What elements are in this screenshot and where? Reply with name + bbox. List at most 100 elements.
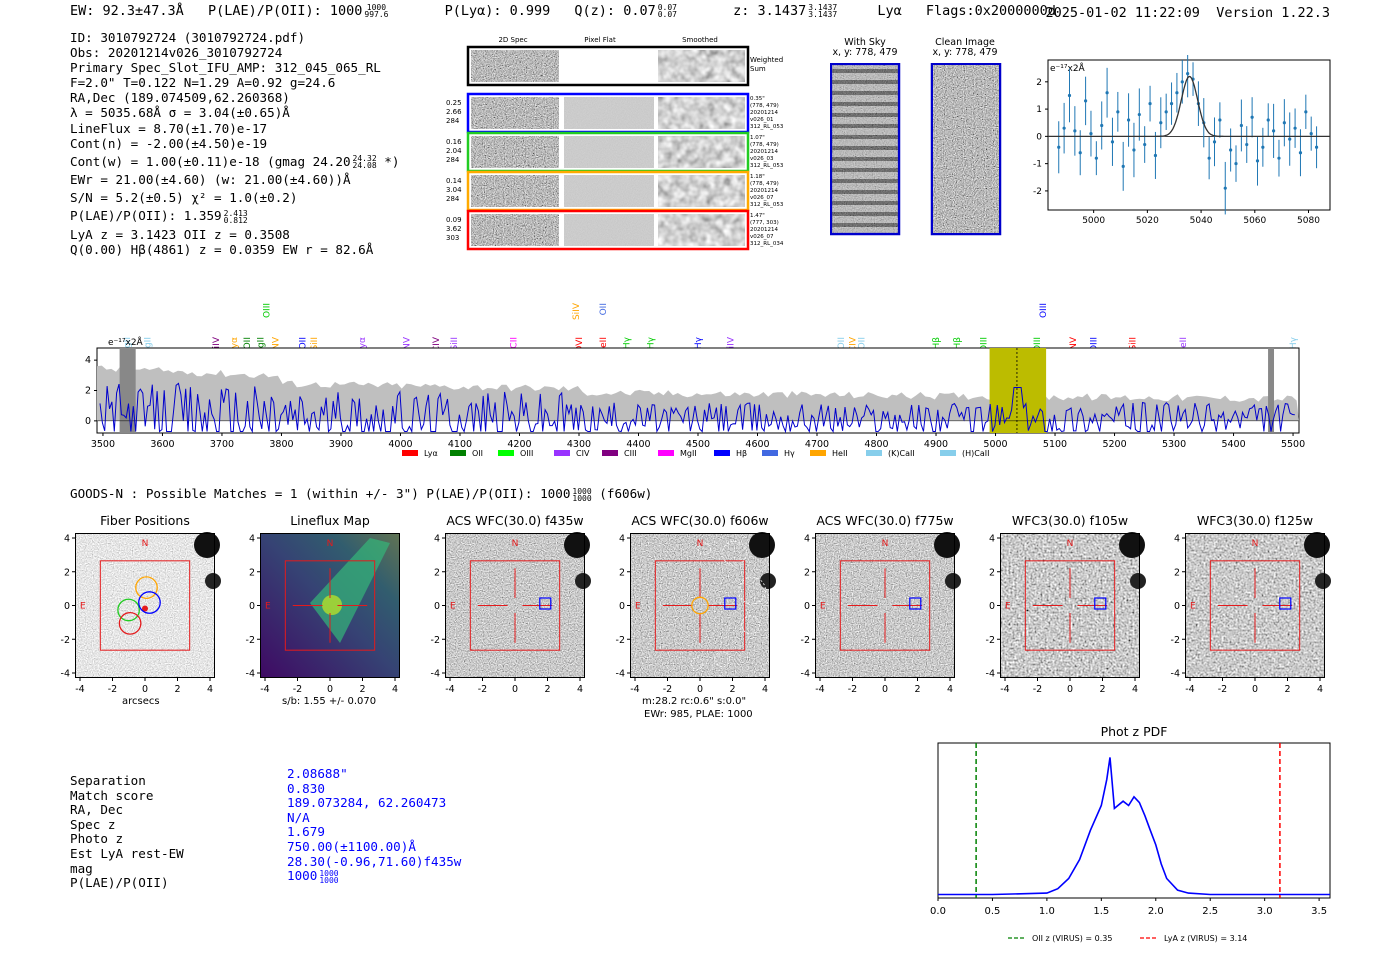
aperture-box xyxy=(839,560,931,651)
legend-label-5: MgII xyxy=(680,449,697,458)
cutout-6: N E 4 2 0 -2 -4 -4 -2 0 2 4 xyxy=(1171,532,1331,695)
bright-source-2 xyxy=(205,573,221,589)
zoom-point xyxy=(1223,186,1227,190)
spec2d-row-3-left-0: 0.14 xyxy=(446,177,462,185)
east-label: E xyxy=(1190,602,1196,612)
zoom-point xyxy=(1175,91,1179,95)
info-radec: RA,Dec (189.074509,62.260368) xyxy=(70,90,290,106)
photz-title: Phot z PDF xyxy=(1100,724,1168,739)
cutout-image-noise xyxy=(1185,533,1325,678)
cut-ytick-label: -4 xyxy=(616,669,625,680)
spec2d-row-2-right-0: 1.07" xyxy=(750,135,765,141)
legend-swatch-1 xyxy=(450,450,466,456)
cutout-title-5: WFC3(30.0) f105w xyxy=(1011,513,1129,528)
legend-label-2: OIII xyxy=(520,449,533,458)
line-label-13: SiII xyxy=(450,337,460,351)
match-value-5: 750.00(±1100.00)Å xyxy=(287,838,416,854)
bright-source-2 xyxy=(575,573,591,589)
spec2d-row-4-right-3: v026_07 xyxy=(750,234,774,240)
legend-label-3: CIV xyxy=(576,449,590,458)
cutout-image-noise xyxy=(630,533,770,678)
aperture-box xyxy=(469,560,561,651)
north-label: N xyxy=(327,539,334,549)
fiber-orange xyxy=(135,576,158,600)
cut-ytick-label: -2 xyxy=(61,635,70,646)
cut-ytick-label: 0 xyxy=(619,601,625,612)
cut-ytick-label: 2 xyxy=(1174,567,1180,578)
cut-xtick-label: 0 xyxy=(1067,684,1073,695)
cutout-2: N E 4 2 0 -2 -4 -4 -2 0 2 4 xyxy=(431,532,591,695)
catalog-match-box xyxy=(909,597,922,610)
cut-xtick-label: 0 xyxy=(882,684,888,695)
match-keys: Separation Match score RA, Dec Spec z Photo … xyxy=(70,773,184,891)
cut-ytick-label: 4 xyxy=(804,534,810,545)
spec2d-row-1-left-1: 2.66 xyxy=(446,108,462,116)
cut-xtick-label: 4 xyxy=(577,684,583,695)
aperture-box xyxy=(99,560,191,651)
legend-swatch-9 xyxy=(866,450,882,456)
spec2d-row-3-right-0: 1.18" xyxy=(750,174,765,180)
masked-region-1 xyxy=(119,348,136,433)
zoom-point xyxy=(1143,142,1147,147)
sky-images xyxy=(830,63,1002,236)
cut-ytick-label: -2 xyxy=(616,635,625,646)
legend-swatch-2 xyxy=(498,450,514,456)
zoom-point xyxy=(1212,140,1217,144)
ew-value: EW: 92.3±47.3Å xyxy=(70,3,184,19)
spec-xtick-label: 4800 xyxy=(864,439,888,450)
cutout-frame xyxy=(815,533,955,678)
match-value-2: 189.073284, 62.260473 xyxy=(287,795,447,811)
match-key-4: Photo z xyxy=(70,831,124,847)
spec2d-row-1-smooth xyxy=(658,97,745,129)
zoom-point xyxy=(1100,123,1104,128)
cut-ytick-label: -2 xyxy=(1171,635,1180,646)
spec2d-row-4-left-1: 3.62 xyxy=(446,225,462,233)
bright-source xyxy=(749,532,775,558)
cut-xtick-label: -2 xyxy=(108,684,117,695)
cutout-4: N E 4 2 0 -2 -4 -4 -2 0 2 4 xyxy=(801,532,961,695)
spec-xtick-label: 3900 xyxy=(329,439,353,450)
spec-xtick-label: 5200 xyxy=(1102,439,1126,450)
east-label: E xyxy=(820,602,826,612)
cut-xtick-label: -2 xyxy=(848,684,857,695)
spec2d-row-3-right-1: (778, 479) xyxy=(750,181,779,187)
line-label-0: MgII xyxy=(123,337,133,356)
spec2d-row-4-flat xyxy=(564,214,654,246)
match-key-6: mag xyxy=(70,860,93,876)
info-sn: S/N = 5.2(±0.5) χ² = 1.0(±0.2) xyxy=(70,190,298,206)
spec2d-row-4-smooth xyxy=(658,214,745,246)
bright-source-2 xyxy=(760,573,776,589)
zoom-point xyxy=(1159,121,1163,125)
cut-ytick-label: -4 xyxy=(431,669,440,680)
zoom-point xyxy=(1277,156,1281,160)
bright-source-2 xyxy=(1130,573,1146,589)
cutout-title-1: Lineflux Map xyxy=(290,513,370,528)
cut-ytick-label: -2 xyxy=(246,635,255,646)
cut-xtick-label: -4 xyxy=(75,684,84,695)
photz-plot: 0.0 0.5 1.0 1.5 2.0 2.5 3.0 3.5 OII z (VIRUS) = … xyxy=(930,742,1331,943)
spectrum-line xyxy=(99,382,1295,434)
line-label-29: OIII xyxy=(1033,337,1043,352)
fiber-green xyxy=(117,598,140,622)
line-label-24: CIV xyxy=(849,336,859,352)
line-label-28: OIII xyxy=(980,337,990,352)
cut-ytick-label: 2 xyxy=(619,567,625,578)
spec-xtick-label: 5100 xyxy=(1043,439,1067,450)
line-label-3: Lyα xyxy=(230,337,240,353)
line-label-18: HeII xyxy=(599,337,609,355)
spec2d-row-1-flat xyxy=(564,97,654,129)
photz-axes xyxy=(937,742,1331,899)
match-values: 2.08688" 0.830 189.073284, 62.260473 N/A 1.6… xyxy=(287,766,461,884)
photz-xtick-label: 3.5 xyxy=(1311,906,1327,917)
photz-xtick-label: 0.5 xyxy=(984,906,1000,917)
fiber-blue xyxy=(138,591,161,614)
with-sky-title: With Sky x, y: 778, 479 xyxy=(832,37,898,58)
north-label: N xyxy=(882,539,889,549)
zoom-point xyxy=(1250,115,1254,119)
lineflux-peak xyxy=(322,595,342,615)
cut-ytick-label: 0 xyxy=(804,601,810,612)
spec-xtick-label: 4500 xyxy=(686,439,710,450)
legend-swatch-0 xyxy=(402,450,418,456)
line-label-27: Hβ xyxy=(953,337,963,350)
line-label-35: Hγ xyxy=(1289,336,1299,349)
